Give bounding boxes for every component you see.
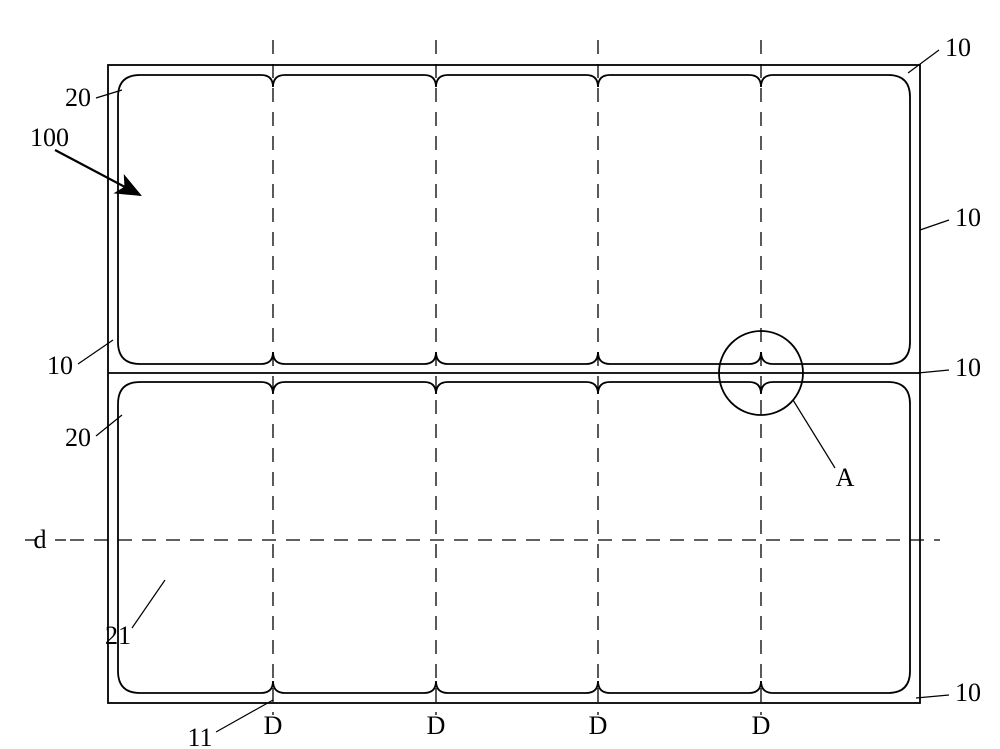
- label-10-r-leader: [920, 220, 949, 230]
- label-10-tr-leader: [908, 50, 939, 73]
- label-10-mid-leader: [918, 370, 949, 373]
- arrow-100: [55, 150, 140, 195]
- label-21: 21: [105, 621, 131, 650]
- label-10-br: 10: [955, 678, 981, 707]
- label-D: D: [264, 711, 283, 740]
- label-A: A: [836, 463, 855, 492]
- outer-frame: [108, 65, 920, 703]
- label-d: d: [34, 525, 47, 554]
- row-top-outline: [118, 75, 910, 364]
- label-D: D: [752, 711, 771, 740]
- label-10-tr: 10: [945, 33, 971, 62]
- label-A-leader: [793, 400, 835, 468]
- label-20-b: 20: [65, 423, 91, 452]
- label-100: 100: [30, 123, 69, 152]
- label-20-t: 20: [65, 83, 91, 112]
- label-11: 11: [187, 723, 212, 749]
- label-10-mid: 10: [955, 353, 981, 382]
- label-D: D: [589, 711, 608, 740]
- label-10-l: 10: [47, 351, 73, 380]
- label-10-br-leader: [916, 695, 949, 698]
- diagram-canvas: d D D D D 100 10 10 10 10 10 20 20 21 11 A: [0, 0, 1000, 749]
- label-D: D: [427, 711, 446, 740]
- row-bottom-outline: [118, 382, 910, 693]
- label-10-r: 10: [955, 203, 981, 232]
- label-21-leader: [132, 580, 165, 628]
